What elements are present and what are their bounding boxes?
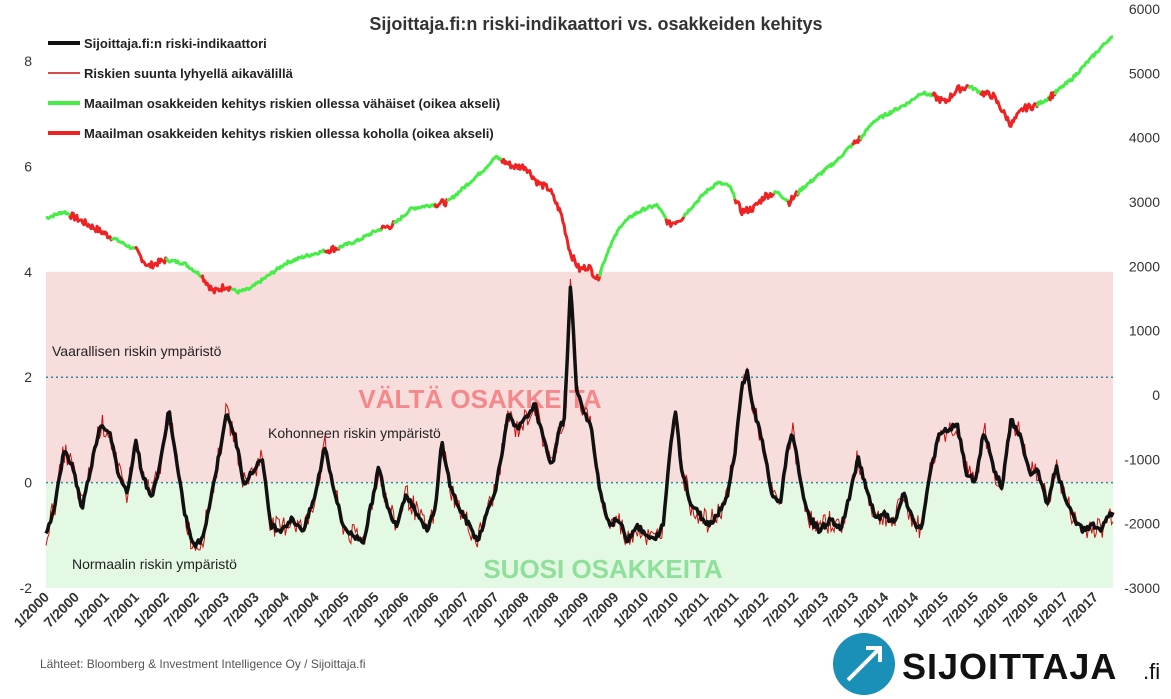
arrow-icon	[846, 646, 882, 682]
stock-high-risk-segment	[499, 157, 603, 282]
stock-low-risk-segment	[446, 154, 504, 202]
stock-low-risk-segment	[230, 248, 327, 295]
left-axis: -2 0 2 4 6 8	[20, 53, 33, 596]
favor-zone-label: SUOSI OSAKKEITA	[483, 554, 723, 584]
stock-high-risk-segment	[134, 246, 168, 270]
stock-low-risk-segment	[796, 142, 854, 196]
stock-low-risk-segment	[682, 180, 738, 218]
stock-series	[45, 35, 1114, 295]
right-axis: -3000 -2000 -1000 0 1000 2000 3000 4000 5000 6000	[1124, 1, 1160, 596]
stock-low-risk-segment	[337, 225, 385, 250]
stock-high-risk-segment	[733, 190, 777, 217]
legend-label: Riskien suunta lyhyellä aikavälillä	[84, 66, 294, 81]
risk-indicator-line	[44, 285, 1115, 549]
stock-high-risk-segment	[200, 274, 233, 295]
right-tick-label: -2000	[1124, 516, 1160, 532]
legend-label: Sijoittaja.fi:n riski-indikaattori	[84, 36, 267, 51]
right-tick-label: 4000	[1129, 130, 1160, 146]
stock-high-risk-segment	[433, 198, 449, 209]
legend-label: Maailman osakkeiden kehitys riskien olle…	[84, 126, 494, 141]
stock-high-risk-segment	[68, 211, 114, 242]
right-tick-label: 2000	[1129, 258, 1160, 274]
stock-low-risk-segment	[598, 202, 669, 277]
sijoittaja-logo: SIJOITTAJA .fi	[833, 633, 1160, 695]
right-tick-label: 3000	[1129, 194, 1160, 210]
left-tick-label: 8	[24, 53, 32, 69]
stock-low-risk-segment	[967, 84, 983, 96]
legend-item: Maailman osakkeiden kehitys riskien olle…	[48, 96, 500, 111]
right-tick-label: -3000	[1124, 580, 1160, 596]
stock-low-risk-segment	[772, 190, 791, 206]
normal-zone-annotation: Normaalin riskin ympäristö	[72, 556, 237, 572]
risk-series	[44, 278, 1115, 552]
chart-title: Sijoittaja.fi:n riski-indikaattori vs. o…	[369, 14, 822, 34]
left-tick-label: 0	[24, 475, 32, 491]
right-tick-label: 6000	[1129, 1, 1160, 17]
stock-low-risk-segment	[164, 256, 204, 279]
danger-zone-annotation: Vaarallisen riskin ympäristö	[52, 343, 222, 359]
legend-item: Maailman osakkeiden kehitys riskien olle…	[48, 126, 494, 141]
stock-high-risk-segment	[323, 244, 342, 255]
left-tick-label: 6	[24, 158, 32, 174]
stock-high-risk-segment	[931, 84, 971, 105]
stock-high-risk-segment	[979, 89, 1040, 128]
stock-low-risk-segment	[1053, 35, 1114, 96]
arrow-head-icon	[866, 646, 882, 662]
legend: Sijoittaja.fi:n riski-indikaattori Riski…	[48, 36, 500, 141]
favor-zone	[46, 482, 1113, 588]
stock-low-risk-segment	[1035, 95, 1052, 108]
source-note: Lähteet: Bloomberg & Investment Intellig…	[40, 657, 366, 671]
left-tick-label: 4	[24, 264, 32, 280]
legend-label: Maailman osakkeiden kehitys riskien olle…	[84, 96, 500, 111]
stock-low-risk-segment	[45, 210, 73, 220]
right-tick-label: 0	[1152, 387, 1160, 403]
right-tick-label: 1000	[1129, 323, 1160, 339]
legend-item: Riskien suunta lyhyellä aikavälillä	[48, 66, 294, 81]
stock-high-risk-segment	[664, 213, 687, 228]
left-tick-label: 2	[24, 369, 32, 385]
stock-high-risk-segment	[380, 220, 396, 231]
legend-item: Sijoittaja.fi:n riski-indikaattori	[48, 36, 267, 51]
stock-low-risk-segment	[859, 90, 936, 141]
x-axis: 1/20007/20001/20017/20011/20027/20021/20…	[11, 589, 1102, 631]
stock-low-risk-segment	[392, 202, 438, 225]
right-tick-label: 5000	[1129, 65, 1160, 81]
avoid-zone-label: VÄLTÄ OSAKKEITA	[358, 384, 601, 414]
stock-low-risk-segment	[110, 236, 137, 250]
right-tick-label: -1000	[1124, 451, 1160, 467]
logo-text: SIJOITTAJA	[902, 646, 1117, 687]
logo-suffix: .fi	[1143, 659, 1160, 684]
elevated-zone-annotation: Kohonneen riskin ympäristö	[268, 425, 441, 441]
left-tick-label: -2	[20, 580, 33, 596]
